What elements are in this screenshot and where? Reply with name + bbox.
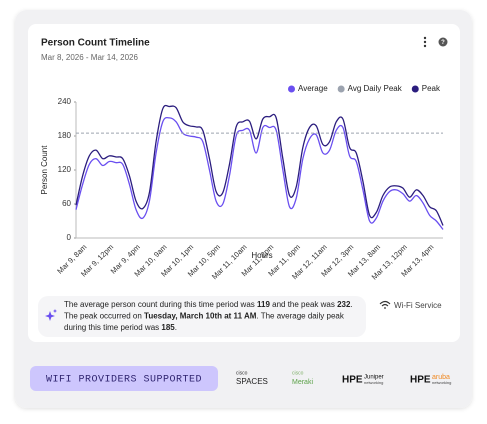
summary-text: during this time period was [64,323,161,332]
summary-text: . [350,300,352,309]
provider-brand: HPE [342,375,363,386]
summary-text: 119 [257,300,270,309]
provider-brand: cisco [236,370,248,376]
summary-text: . [175,323,177,332]
providers-title: WIFI PROVIDERS SUPPORTED [46,375,202,386]
series-line [75,116,444,230]
summary-line: The peak occurred on Tuesday, March 10th… [64,312,345,321]
legend-swatch [337,85,345,93]
provider-name: Meraki [292,379,313,386]
sparkle-icon [45,309,57,321]
service-label[interactable]: Wi-Fi Service [394,301,442,310]
chart-card [28,24,460,342]
provider-brand: cisco [292,370,304,376]
summary: The average person count during this tim… [64,300,353,332]
x-axis-label: Hours [251,251,272,260]
y-tick-label: 180 [58,131,72,140]
provider-logo: cisco Meraki [292,370,313,386]
legend-swatch [288,85,295,93]
provider-name: Juniper [364,375,384,381]
summary-box [38,296,366,337]
summary-line: during this time period was 185. [64,323,177,332]
summary-text: 232 [337,300,351,309]
series-line [75,104,444,226]
provider-name: aruba [432,374,450,381]
svg-text:?: ? [441,40,445,46]
provider-sub: networking [432,380,451,385]
summary-text: 185 [161,323,175,332]
legend-label: Peak [422,84,441,93]
legend-swatch [411,85,419,93]
y-axis-label: Person Count [40,145,49,195]
provider-brand: HPE [410,375,431,386]
legend: Average Avg Daily Peak Peak [288,84,441,93]
help-button[interactable]: ? [438,37,448,47]
providers-pill [30,366,218,391]
chart-title: Person Count Timeline [41,38,150,49]
menu-button[interactable] [423,36,427,48]
legend-label: Avg Daily Peak [348,84,403,93]
chart-subtitle: Mar 8, 2026 - Mar 14, 2026 [41,53,138,62]
summary-text: The peak occurred on [64,312,144,321]
y-tick-label: 60 [62,199,71,208]
y-tick-label: 120 [58,165,72,174]
summary-line: The average person count during this tim… [64,300,353,309]
y-tick-label: 0 [67,233,72,242]
summary-text: The average person count during this tim… [64,300,257,309]
y-tick-label: 240 [58,97,72,106]
summary-text: and the peak was [270,300,337,309]
legend-label: Average [298,84,328,93]
summary-text: Tuesday, March 10th at 11 AM [144,312,257,321]
summary-text: . The average daily peak [256,312,344,321]
provider-sub: networking [364,380,383,385]
wifi-icon [379,300,391,309]
provider-name: SPACES [236,377,268,386]
